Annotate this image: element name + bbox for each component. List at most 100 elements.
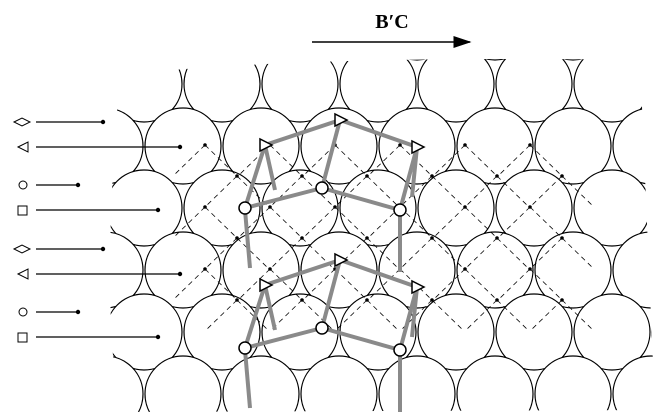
marker-end xyxy=(155,207,161,213)
atom xyxy=(456,59,534,61)
site-dot xyxy=(560,174,564,178)
frame-edge xyxy=(243,284,267,349)
dash-line xyxy=(302,144,336,177)
atom xyxy=(456,107,534,185)
dash-line xyxy=(529,175,563,208)
dash-line xyxy=(464,299,498,332)
frame-edge xyxy=(264,258,341,287)
atom xyxy=(144,107,222,185)
dash-line xyxy=(431,237,465,270)
site-dot xyxy=(365,236,369,240)
atom xyxy=(339,169,417,247)
site-dot xyxy=(365,298,369,302)
site-dot xyxy=(235,174,239,178)
marker-end xyxy=(155,334,161,340)
atom xyxy=(534,231,612,309)
dash-line xyxy=(366,299,400,332)
site-dot xyxy=(560,298,564,302)
site-dot xyxy=(333,205,337,209)
frame-edge xyxy=(263,144,277,191)
atom xyxy=(222,59,300,61)
dash-line xyxy=(367,268,401,301)
marker-end xyxy=(177,271,183,277)
site-circle xyxy=(393,203,407,217)
site-dot xyxy=(430,236,434,240)
dash-line xyxy=(172,268,206,301)
dash-line xyxy=(561,237,595,270)
atom xyxy=(110,231,144,309)
dash-line xyxy=(497,144,531,177)
frame-edge xyxy=(263,284,277,331)
atom xyxy=(222,231,300,309)
atom xyxy=(110,59,144,61)
frame-edge xyxy=(243,144,267,209)
dash-line xyxy=(302,206,336,239)
atom xyxy=(183,169,261,247)
site-circle xyxy=(238,201,252,215)
atom xyxy=(339,59,417,123)
marker-end xyxy=(100,119,106,125)
atom xyxy=(110,107,144,185)
atom xyxy=(651,293,655,371)
dash-line xyxy=(399,206,433,239)
dash-line xyxy=(464,268,498,301)
dash-line xyxy=(432,268,466,301)
site-dot xyxy=(300,298,304,302)
dash-line xyxy=(269,206,303,239)
dash-line xyxy=(302,268,336,301)
atom xyxy=(110,169,183,247)
unit-frame xyxy=(238,112,426,412)
dash-line xyxy=(497,268,531,301)
dash-line xyxy=(366,175,400,208)
dash-line xyxy=(334,175,368,208)
site-triangle xyxy=(259,137,274,153)
site-dot xyxy=(528,205,532,209)
dash-line xyxy=(204,175,238,208)
dash-line xyxy=(431,299,465,332)
dash-line xyxy=(367,206,401,239)
site-triangle xyxy=(411,139,426,155)
atom xyxy=(495,293,573,371)
dash-line xyxy=(204,299,238,332)
dash-line xyxy=(561,175,595,208)
frame-edge xyxy=(410,146,419,198)
atom xyxy=(378,59,456,61)
arrow-label: B′C xyxy=(375,11,408,33)
site-triangle xyxy=(411,279,426,295)
site-dot xyxy=(495,298,499,302)
site-dot xyxy=(430,298,434,302)
site-dot xyxy=(398,143,402,147)
dash-line xyxy=(464,206,498,239)
dash-line xyxy=(236,299,270,332)
dash-line xyxy=(172,144,206,177)
dash-line xyxy=(301,299,335,332)
atom xyxy=(144,231,222,309)
site-dot xyxy=(203,205,207,209)
marker-triangle xyxy=(16,141,29,153)
dash-line xyxy=(204,237,238,270)
dash-line xyxy=(204,206,238,239)
dash-line xyxy=(464,175,498,208)
atom xyxy=(144,355,222,412)
dash-line xyxy=(496,299,530,332)
atom xyxy=(495,169,573,247)
site-circle xyxy=(315,321,329,335)
atom xyxy=(651,169,655,247)
marker-circle xyxy=(18,180,28,190)
frame-edge xyxy=(320,119,342,189)
atom xyxy=(417,59,495,123)
site-dot xyxy=(430,174,434,178)
dash-line xyxy=(529,299,563,332)
site-dot xyxy=(235,236,239,240)
dash-line xyxy=(399,175,433,208)
dash-line xyxy=(496,175,530,208)
marker-circle xyxy=(18,307,28,317)
site-triangle xyxy=(259,277,274,293)
atom xyxy=(261,59,339,123)
atom xyxy=(495,59,573,123)
frame-edge xyxy=(243,209,252,269)
dash-line xyxy=(237,144,271,177)
dash-line xyxy=(367,144,401,177)
frame-edge xyxy=(410,286,419,338)
dash-line xyxy=(269,144,303,177)
